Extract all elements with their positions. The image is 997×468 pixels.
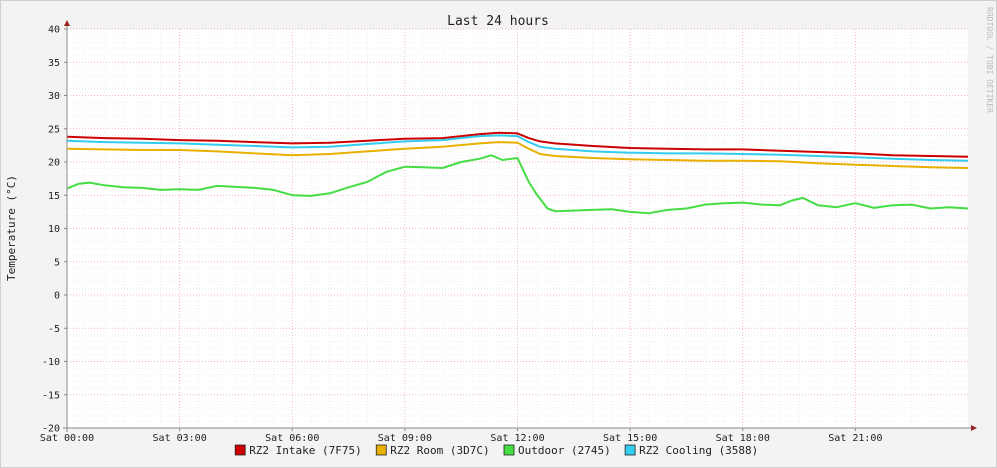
y-tick-label: 0 <box>54 291 60 302</box>
legend-item-2: RZ2 Room (3D7C) <box>375 444 490 457</box>
x-tick-label: Sat 21:00 <box>828 433 882 444</box>
x-tick-label: Sat 06:00 <box>265 433 319 444</box>
y-axis-label: Temperature (°C) <box>5 175 18 281</box>
legend-swatch <box>503 444 515 456</box>
series-line-3 <box>66 154 969 215</box>
y-tick-label: 30 <box>48 91 60 102</box>
series-line-2 <box>66 141 969 169</box>
y-axis-arrow <box>64 20 70 26</box>
chart-title: Last 24 hours <box>447 14 549 29</box>
legend-swatch <box>234 444 246 456</box>
legend-swatch <box>624 444 636 456</box>
rrdtool-watermark: RRDTOOL / TOBI OETIKER <box>985 7 994 113</box>
y-tick-label: -10 <box>42 357 60 368</box>
series-line-1 <box>66 131 969 158</box>
x-axis-arrow <box>971 425 977 431</box>
legend: RZ2 Intake (7F75) RZ2 Room (3D7C) Outdoor … <box>234 444 758 457</box>
x-tick-label: Sat 15:00 <box>603 433 657 444</box>
y-tick-labels: 40 35 30 25 20 15 10 5 0 -5 -10 -15 -20 <box>42 25 67 435</box>
series-layer <box>66 131 969 215</box>
x-tick-labels: Sat 00:00 Sat 03:00 Sat 06:00 Sat 09:00 Sat … <box>40 428 882 444</box>
y-tick-label: -15 <box>42 390 60 401</box>
legend-swatch <box>375 444 387 456</box>
legend-label: RZ2 Cooling (3588) <box>639 444 758 457</box>
y-tick-label: 5 <box>54 257 60 268</box>
x-tick-label: Sat 12:00 <box>490 433 544 444</box>
legend-label: RZ2 Room (3D7C) <box>390 444 489 457</box>
x-tick-label: Sat 03:00 <box>153 433 207 444</box>
y-tick-label: 20 <box>48 158 60 169</box>
y-tick-label: 15 <box>48 191 60 202</box>
y-tick-label: -5 <box>48 324 60 335</box>
x-tick-label: Sat 09:00 <box>378 433 432 444</box>
legend-item-1: RZ2 Intake (7F75) <box>234 444 362 457</box>
legend-item-4: RZ2 Cooling (3588) <box>624 444 758 457</box>
x-tick-label: Sat 18:00 <box>716 433 770 444</box>
y-tick-label: 25 <box>48 124 60 135</box>
y-tick-label: -20 <box>42 424 60 435</box>
y-tick-label: 40 <box>48 25 60 36</box>
legend-item-3: Outdoor (2745) <box>503 444 611 457</box>
y-tick-label: 35 <box>48 58 60 69</box>
legend-label: RZ2 Intake (7F75) <box>249 444 362 457</box>
series-line-4 <box>66 134 969 162</box>
legend-label: Outdoor (2745) <box>518 444 611 457</box>
x-tick-label: Sat 00:00 <box>40 433 94 444</box>
y-tick-label: 10 <box>48 224 60 235</box>
